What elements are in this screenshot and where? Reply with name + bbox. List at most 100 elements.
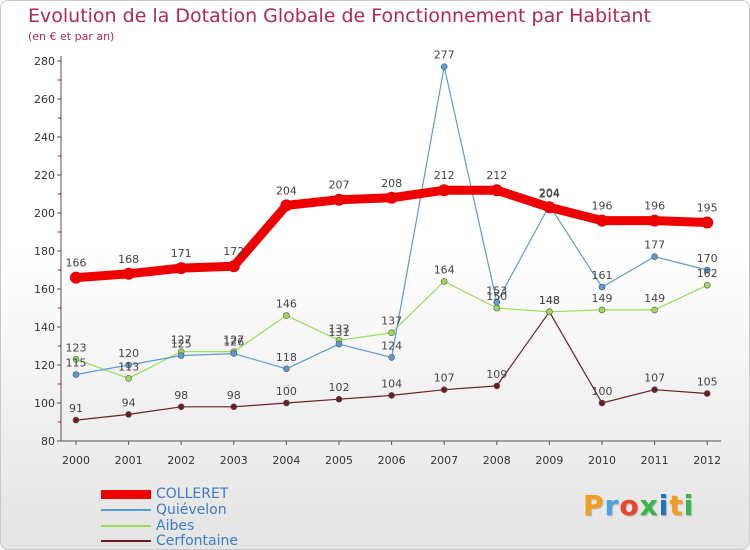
data-point [703, 266, 711, 274]
data-label: 204 [539, 187, 560, 200]
y-tick-label: 160 [34, 283, 55, 296]
data-point [283, 399, 290, 407]
data-label: 149 [592, 292, 613, 305]
data-point [72, 371, 80, 378]
data-label: 207 [329, 179, 350, 192]
data-point [385, 191, 398, 204]
data-point [230, 403, 238, 411]
legend-label: COLLERET [156, 486, 229, 502]
data-label: 91 [69, 402, 83, 415]
data-point [227, 260, 240, 273]
data-point [440, 63, 448, 70]
data-point [388, 392, 395, 399]
legend-item: Aibes [101, 518, 194, 534]
legend-swatch [101, 509, 151, 511]
data-point [651, 306, 658, 314]
data-label: 115 [66, 357, 87, 370]
data-label: 100 [276, 385, 297, 398]
y-tick-label: 240 [34, 131, 55, 144]
logo-letter: t [669, 489, 684, 522]
data-point [701, 216, 714, 229]
data-point [651, 386, 658, 394]
data-label: 124 [381, 339, 402, 352]
data-label: 94 [122, 396, 136, 409]
data-point [651, 253, 658, 260]
data-label: 212 [486, 169, 507, 182]
data-label: 127 [171, 334, 192, 347]
legend-swatch [101, 540, 151, 542]
data-label: 166 [66, 257, 87, 270]
data-point [125, 411, 132, 418]
data-label: 102 [329, 381, 350, 394]
legend-item: Quiévelon [101, 502, 227, 518]
data-point [493, 382, 501, 390]
y-tick-label: 260 [34, 93, 55, 106]
data-label: 120 [118, 347, 139, 360]
data-label: 150 [486, 290, 507, 303]
data-label: 196 [592, 200, 613, 213]
data-label: 98 [227, 389, 241, 402]
logo-letter: o [619, 489, 640, 522]
data-label: 195 [697, 202, 718, 215]
data-point [438, 184, 451, 197]
data-label: 104 [381, 377, 402, 390]
data-point [125, 361, 132, 369]
data-point [388, 354, 395, 361]
data-label: 109 [486, 368, 507, 381]
data-label: 161 [592, 269, 613, 282]
y-tick-label: 100 [34, 397, 55, 410]
y-tick-label: 180 [34, 245, 55, 258]
series-line-cerfontaine [75, 311, 708, 421]
data-label: 196 [644, 200, 665, 213]
legend-label: Aibes [156, 518, 195, 534]
data-label: 168 [118, 253, 139, 266]
y-tick-label: 80 [41, 435, 55, 448]
data-point [283, 312, 290, 319]
x-tick-label: 2010 [588, 454, 616, 467]
x-tick-label: 2001 [115, 454, 143, 467]
data-point [125, 374, 132, 382]
data-point [230, 350, 238, 357]
x-tick-label: 2009 [535, 454, 563, 467]
data-point [122, 267, 135, 280]
data-point [440, 278, 448, 285]
data-point [388, 329, 395, 337]
data-point [703, 390, 711, 397]
x-tick-label: 2002 [167, 454, 195, 467]
data-label: 148 [539, 294, 560, 307]
data-point [72, 355, 80, 363]
logo-letter: P [583, 489, 605, 522]
data-label: 277 [434, 49, 455, 62]
data-label: 171 [171, 247, 192, 260]
legend-swatch [101, 525, 151, 527]
chart-title: Evolution de la Dotation Globale de Fonc… [28, 5, 651, 27]
logo-letter: i [683, 489, 695, 522]
data-point [490, 184, 503, 197]
x-tick-label: 2007 [430, 454, 458, 467]
data-label: 123 [66, 341, 87, 354]
data-label: 149 [644, 292, 665, 305]
data-label: 113 [118, 360, 139, 373]
data-label: 118 [276, 351, 297, 364]
legend-swatch [101, 489, 151, 499]
legend-item: COLLERET [101, 486, 228, 502]
data-label: 208 [381, 177, 402, 190]
data-point [335, 340, 343, 348]
x-tick-label: 2004 [272, 454, 300, 467]
x-tick-label: 2006 [378, 454, 406, 467]
x-tick-label: 2012 [693, 454, 721, 467]
data-label: 100 [592, 385, 613, 398]
y-tick-label: 120 [34, 359, 55, 372]
data-label: 204 [276, 184, 297, 197]
data-label: 212 [434, 169, 455, 182]
x-tick-label: 2008 [483, 454, 511, 467]
data-label: 133 [329, 322, 350, 335]
data-point [283, 365, 290, 373]
data-point [543, 201, 556, 214]
data-point [175, 262, 188, 275]
legend-item: Cerfontaine [101, 533, 238, 549]
data-point [280, 199, 293, 212]
chart-subtitle: (en € et par an) [28, 30, 115, 43]
